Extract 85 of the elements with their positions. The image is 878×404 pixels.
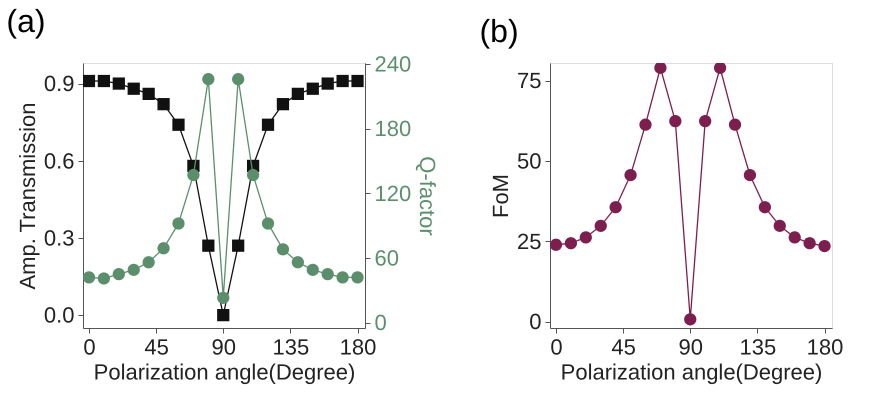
point (788, 231, 801, 244)
point (550, 238, 562, 251)
point (624, 168, 637, 182)
y2-tick-label: 0 (374, 310, 387, 336)
point (98, 74, 110, 88)
y-axis-title: Amp. Transmission (14, 102, 40, 290)
point (276, 98, 290, 110)
point (98, 272, 110, 285)
x-tick-label: 45 (144, 334, 169, 360)
point (684, 313, 696, 326)
point (112, 268, 125, 280)
point (142, 88, 155, 100)
y2-tick-label: 60 (374, 245, 399, 270)
point (172, 217, 185, 230)
point (172, 118, 185, 131)
chart-title: (b) (480, 13, 519, 49)
point (351, 271, 364, 284)
point (262, 217, 274, 230)
point (803, 237, 816, 250)
point (262, 118, 274, 131)
point (669, 115, 682, 128)
x-tick-label: 180 (806, 334, 844, 360)
point (157, 242, 170, 254)
y-tick-label: 0.9 (44, 71, 74, 96)
x-tick-label: 0 (550, 334, 563, 360)
point (202, 240, 214, 252)
x-tick-label: 90 (678, 334, 703, 360)
x-tick-label: 0 (83, 334, 96, 360)
y-tick-label: 25 (517, 228, 542, 254)
y2-tick-label: 180 (374, 116, 412, 142)
point (157, 98, 170, 110)
y2-axis-title: Q-factor (415, 156, 440, 236)
point (83, 74, 96, 88)
x-axis-title: Polarization angle(Degree) (94, 360, 356, 384)
y2-tick-label: 120 (374, 180, 412, 206)
point (714, 63, 726, 74)
y-tick-label: 0.6 (44, 148, 74, 174)
point (594, 220, 607, 232)
point (112, 77, 125, 90)
point (306, 264, 319, 276)
point (322, 268, 334, 280)
point (774, 220, 786, 232)
point (292, 88, 304, 100)
y-axis-title: FoM (488, 174, 514, 218)
point (217, 309, 230, 322)
x-tick-label: 135 (740, 334, 776, 360)
point (610, 201, 622, 214)
point (322, 77, 334, 90)
point (758, 201, 771, 214)
point (728, 118, 742, 131)
point (83, 271, 96, 284)
y-tick-label: 0 (529, 309, 542, 334)
point (336, 74, 349, 88)
y-tick-label: 0.0 (44, 302, 74, 328)
point (187, 168, 200, 182)
point (564, 237, 578, 250)
chart-title: (a) (6, 3, 46, 40)
point (128, 82, 140, 95)
point (306, 82, 319, 95)
point (128, 264, 140, 276)
x-tick-label: 135 (272, 334, 310, 360)
point (232, 73, 244, 86)
y-tick-label: 50 (517, 148, 542, 174)
point (580, 231, 592, 244)
point (336, 271, 349, 284)
point (351, 74, 364, 88)
x-tick-label: 90 (212, 334, 236, 360)
x-axis-title: Polarization angle(Degree) (560, 360, 822, 384)
x-tick-label: 180 (340, 334, 376, 360)
y-tick-label: 75 (517, 68, 542, 94)
point (202, 73, 214, 86)
point (246, 168, 260, 182)
point (654, 63, 667, 74)
point (292, 256, 304, 268)
y-tick-label: 0.3 (44, 225, 74, 250)
point (699, 115, 712, 128)
y2-tick-label: 240 (374, 52, 412, 77)
point (276, 243, 290, 256)
point (142, 256, 155, 268)
point (818, 240, 831, 252)
point (217, 292, 230, 304)
point (744, 168, 756, 182)
point (232, 240, 244, 252)
x-tick-label: 45 (611, 334, 636, 360)
point (639, 118, 652, 131)
